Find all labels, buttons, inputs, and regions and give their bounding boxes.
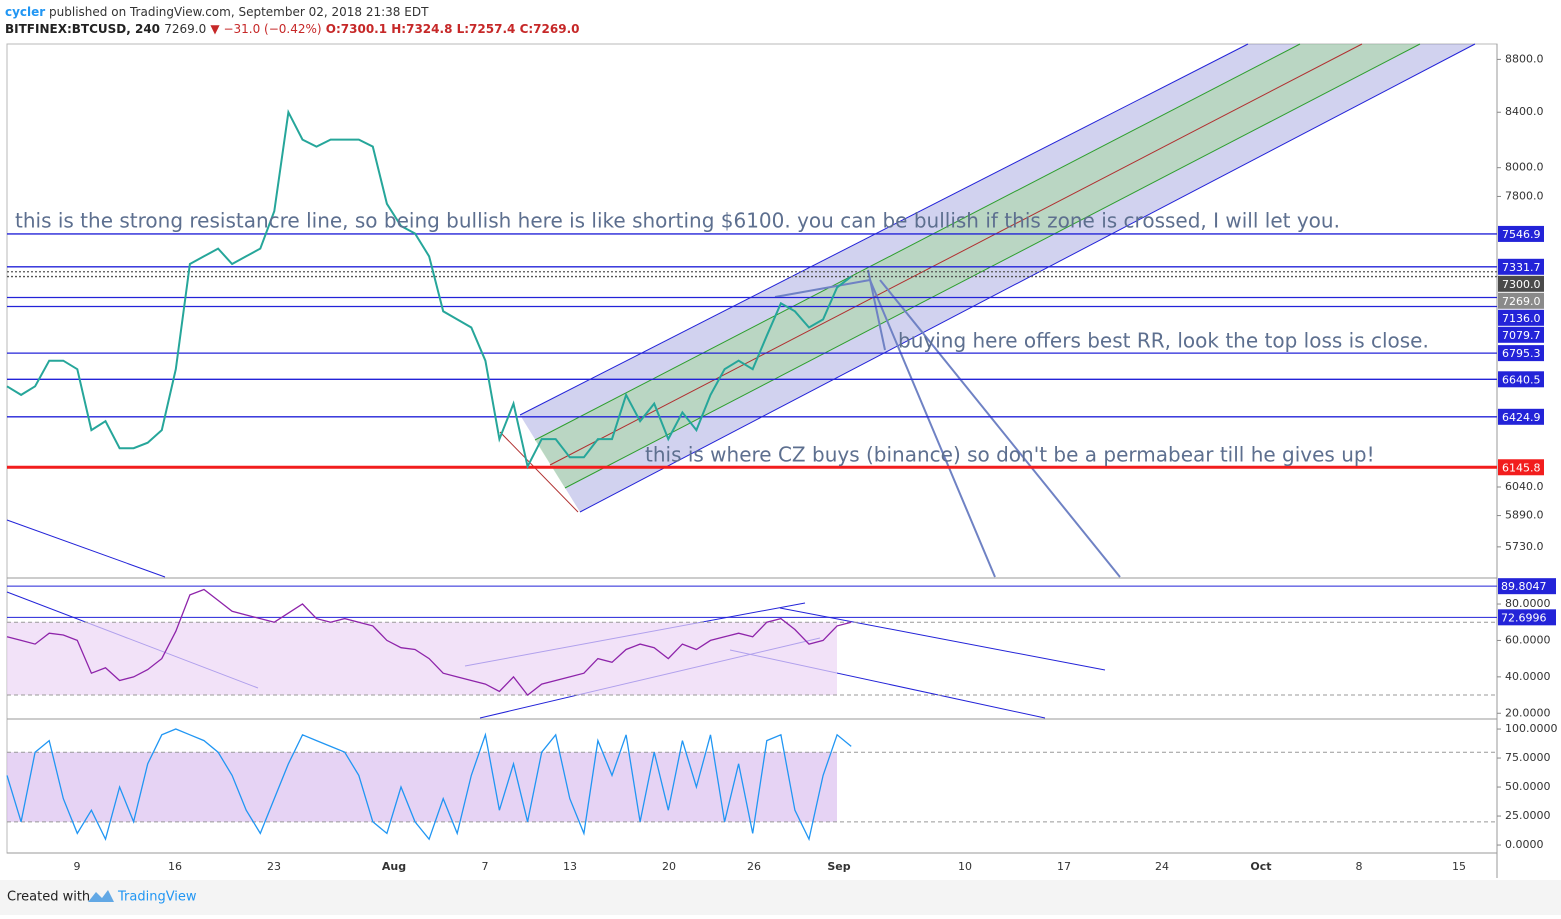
price-label: 6145.8: [1502, 461, 1541, 474]
price-label: 6424.9: [1502, 411, 1541, 424]
price-label: 7136.0: [1502, 312, 1541, 325]
rsi-band: [7, 622, 837, 696]
pitchfork-inner: [535, 44, 1420, 488]
price-label: 6795.3: [1502, 347, 1541, 360]
change: ▼ −31.0 (−0.42%): [210, 22, 321, 36]
indicator-label: 89.8047: [1501, 580, 1547, 593]
series-line: [6, 588, 852, 697]
price-label: 6640.5: [1502, 373, 1541, 386]
price-label: 7079.7: [1502, 329, 1541, 342]
annotation: this is the strong resistancre line, so …: [15, 209, 1340, 233]
x-tick-label: 26: [747, 860, 761, 873]
pitchfork-handle: [499, 431, 579, 513]
trend-line: [6, 519, 166, 578]
price-label-box: [1498, 275, 1544, 292]
x-tick-label: 10: [958, 860, 972, 873]
y-tick-label: 20.0000: [1505, 706, 1551, 719]
x-tick-label: 24: [1155, 860, 1169, 873]
brand-logo: [88, 890, 114, 902]
price-label: 7546.9: [1502, 228, 1541, 241]
y-tick-label: 60.0000: [1505, 633, 1551, 646]
annotation: this is where CZ buys (binance) so don't…: [645, 443, 1375, 467]
x-tick-label: 8: [1356, 860, 1363, 873]
y-tick-label: 40.0000: [1505, 670, 1551, 683]
y-tick-label: 8800.0: [1505, 52, 1544, 65]
symbol: BITFINEX:BTCUSD, 240: [5, 22, 160, 36]
x-tick-label: Sep: [827, 860, 850, 873]
y-tick-label: 80.0000: [1505, 597, 1551, 610]
series-line: [6, 728, 852, 842]
y-tick-label: 5890.0: [1505, 509, 1544, 522]
y-tick-label: 0.0000: [1505, 838, 1544, 851]
x-tick-label: 16: [168, 860, 182, 873]
price-label-box: [1498, 309, 1544, 326]
ohlc: C:7269.0: [520, 22, 580, 36]
price-label-box: [1498, 292, 1544, 309]
price-label-box: [1498, 326, 1544, 343]
y-tick-label: 7800.0: [1505, 189, 1544, 202]
x-tick-label: Aug: [382, 860, 406, 873]
x-tick-label: Oct: [1250, 860, 1271, 873]
pitchfork-outer: [520, 44, 1475, 512]
data-layer: 8800.0 8400.0 8000.0 7800.0 6040.0 5890.0 5730…: [6, 52, 1558, 873]
published: published on TradingView.com, September …: [49, 5, 429, 19]
indicator-label-box: [1498, 609, 1556, 626]
annotation: buying here offers best RR, look the top…: [898, 329, 1429, 353]
pitchfork-median: [549, 43, 1363, 466]
projection-arrow: [869, 279, 996, 578]
indicator-label: 72.6996: [1501, 611, 1547, 624]
last-price: 7269.0: [164, 22, 206, 36]
price-label-box: [1498, 258, 1544, 275]
x-tick-label: 20: [662, 860, 676, 873]
price-label-box: [1498, 371, 1544, 388]
price-label: 7269.0: [1502, 295, 1541, 308]
projection-arrow: [879, 279, 1121, 578]
stoch-band: [7, 752, 837, 822]
y-tick-label: 6040.0: [1505, 480, 1544, 493]
x-tick-label: 23: [267, 860, 281, 873]
author: cycler: [5, 5, 45, 19]
price-label-box: [1498, 225, 1544, 242]
pitchfork-line: [534, 43, 1301, 441]
y-tick-label: 50.0000: [1505, 780, 1551, 793]
price-label: 7331.7: [1502, 261, 1541, 274]
ohlc: O:7300.1: [326, 22, 387, 36]
price-label-box: [1498, 345, 1544, 362]
x-tick-label: 15: [1452, 860, 1466, 873]
trend-line: [779, 607, 1106, 671]
indicator-label-box: [1498, 578, 1556, 595]
pitchfork-line: [564, 43, 1421, 489]
y-tick-label: 25.0000: [1505, 809, 1551, 822]
y-tick-label: 75.0000: [1505, 751, 1551, 764]
price-label-box: [1498, 459, 1544, 476]
header-line: cycler published on TradingView.com, Sep…: [5, 5, 429, 19]
projection-arrow: [867, 269, 886, 351]
footer-created: Created with: [7, 890, 90, 905]
price-label-box: [1498, 408, 1544, 425]
x-tick-label: 17: [1057, 860, 1071, 873]
y-tick-label: 5730.0: [1505, 540, 1544, 553]
footer-bar: [0, 880, 1561, 915]
projection-arrow: [774, 279, 871, 298]
footer-brand[interactable]: TradingView: [117, 890, 197, 905]
y-tick-label: 8000.0: [1505, 161, 1544, 174]
series-line: [6, 108, 852, 470]
x-tick-label: 13: [563, 860, 577, 873]
ohlc: H:7324.8: [391, 22, 452, 36]
ohlc: L:7257.4: [457, 22, 516, 36]
y-tick-label: 8400.0: [1505, 105, 1544, 118]
y-tick-label: 100.0000: [1505, 722, 1558, 735]
pitchfork-line: [579, 43, 1476, 513]
price-label: 7300.0: [1502, 278, 1541, 291]
x-tick-label: 9: [74, 860, 81, 873]
symbol-line: BITFINEX:BTCUSD, 240 7269.0 ▼ −31.0 (−0.…: [5, 22, 579, 36]
x-tick-label: 7: [482, 860, 489, 873]
